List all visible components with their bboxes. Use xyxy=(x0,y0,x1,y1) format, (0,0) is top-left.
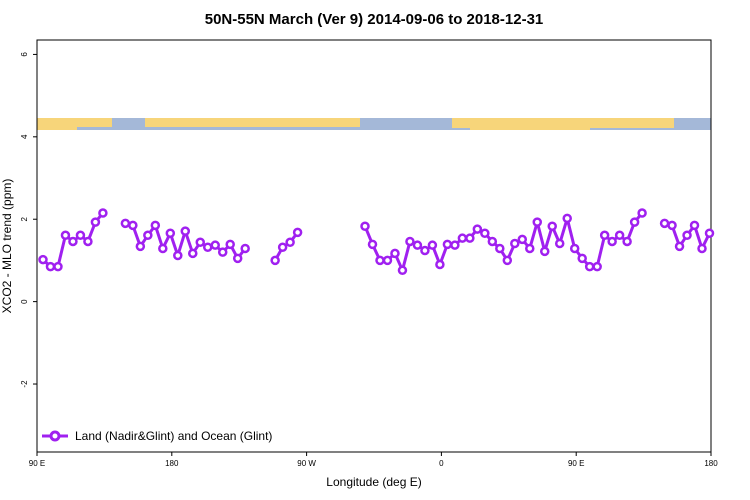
data-point xyxy=(599,230,610,241)
data-point xyxy=(435,259,445,270)
data-point xyxy=(202,242,213,252)
x-tick-label: 0 xyxy=(439,459,444,468)
data-point xyxy=(539,246,550,257)
legend-label: Land (Nadir&Glint) and Ocean (Glint) xyxy=(75,429,272,443)
x-tick-label: 90 E xyxy=(568,459,584,468)
data-point xyxy=(420,245,430,256)
data-point xyxy=(562,213,572,224)
data-point xyxy=(487,236,498,247)
data-point xyxy=(412,240,423,250)
data-point xyxy=(465,233,475,243)
data-point xyxy=(360,221,370,231)
data-point xyxy=(128,220,138,231)
data-point xyxy=(397,265,408,276)
data-point xyxy=(83,236,93,247)
data-point xyxy=(143,230,153,241)
data-point xyxy=(517,234,528,245)
data-point xyxy=(697,243,707,254)
data-point xyxy=(210,240,220,250)
data-point xyxy=(704,228,715,238)
legend-marker xyxy=(49,430,61,442)
data-point xyxy=(60,230,71,241)
data-point xyxy=(135,241,146,252)
data-point xyxy=(98,208,108,218)
x-tick-label: 90 E xyxy=(29,459,45,468)
data-point xyxy=(232,253,243,264)
data-point xyxy=(158,243,168,254)
data-point xyxy=(682,230,692,241)
data-point xyxy=(277,242,288,252)
data-point xyxy=(53,261,63,272)
data-point xyxy=(427,240,438,250)
data-point xyxy=(554,238,565,249)
data-point xyxy=(188,248,198,259)
data-point xyxy=(195,237,206,248)
data-point xyxy=(592,261,602,272)
data-point xyxy=(173,250,183,261)
data-point xyxy=(150,220,161,231)
data-point xyxy=(180,226,191,236)
data-point xyxy=(405,236,415,247)
data-point xyxy=(547,221,557,231)
data-point xyxy=(120,218,131,229)
data-point xyxy=(674,241,685,252)
data-point xyxy=(75,230,86,241)
y-tick-label: 2 xyxy=(20,216,29,221)
data-point xyxy=(607,236,617,247)
data-point xyxy=(502,255,513,266)
data-point xyxy=(375,255,385,266)
x-tick-label: 90 W xyxy=(297,459,316,468)
data-point xyxy=(217,247,228,257)
data-point xyxy=(225,239,235,250)
data-point xyxy=(68,236,78,247)
data-point xyxy=(637,208,647,218)
data-point xyxy=(442,239,453,250)
data-point xyxy=(457,233,468,243)
data-point xyxy=(90,217,101,227)
data-point xyxy=(382,255,393,266)
data-point xyxy=(450,240,460,250)
x-tick-label: 180 xyxy=(704,459,718,468)
data-point xyxy=(285,237,295,248)
data-point xyxy=(614,230,625,241)
map-strip xyxy=(37,118,711,130)
x-axis-label: Longitude (deg E) xyxy=(326,475,421,489)
data-point xyxy=(165,228,176,238)
data-point xyxy=(622,236,632,247)
data-point xyxy=(569,243,580,254)
data-point xyxy=(659,218,670,229)
data-point xyxy=(577,253,587,264)
legend: Land (Nadir&Glint) and Ocean (Glint) xyxy=(42,429,272,443)
data-point xyxy=(45,261,56,272)
y-tick-label: 6 xyxy=(20,52,29,57)
x-tick-label: 180 xyxy=(165,459,179,468)
data-point xyxy=(532,217,543,227)
data-point xyxy=(270,255,280,266)
data-point xyxy=(629,217,640,227)
data-point xyxy=(510,238,520,249)
y-tick-label: -2 xyxy=(20,380,29,388)
data-point xyxy=(480,228,490,238)
data-point xyxy=(472,224,483,234)
y-tick-label: 4 xyxy=(20,134,29,139)
y-tick-label: 0 xyxy=(20,299,29,304)
plot-frame xyxy=(36,39,712,453)
data-point xyxy=(495,243,505,254)
data-point xyxy=(240,243,250,254)
data-point xyxy=(689,220,700,231)
chart-title: 50N-55N March (Ver 9) 2014-09-06 to 2018… xyxy=(205,11,544,28)
data-point xyxy=(390,248,400,259)
data-point xyxy=(667,220,677,231)
data-point xyxy=(525,243,535,254)
data-point xyxy=(584,261,595,272)
data-point xyxy=(292,227,303,238)
y-axis-label: XCO2 - MLO trend (ppm) xyxy=(0,179,14,314)
data-point xyxy=(367,239,378,250)
data-point xyxy=(38,254,48,265)
